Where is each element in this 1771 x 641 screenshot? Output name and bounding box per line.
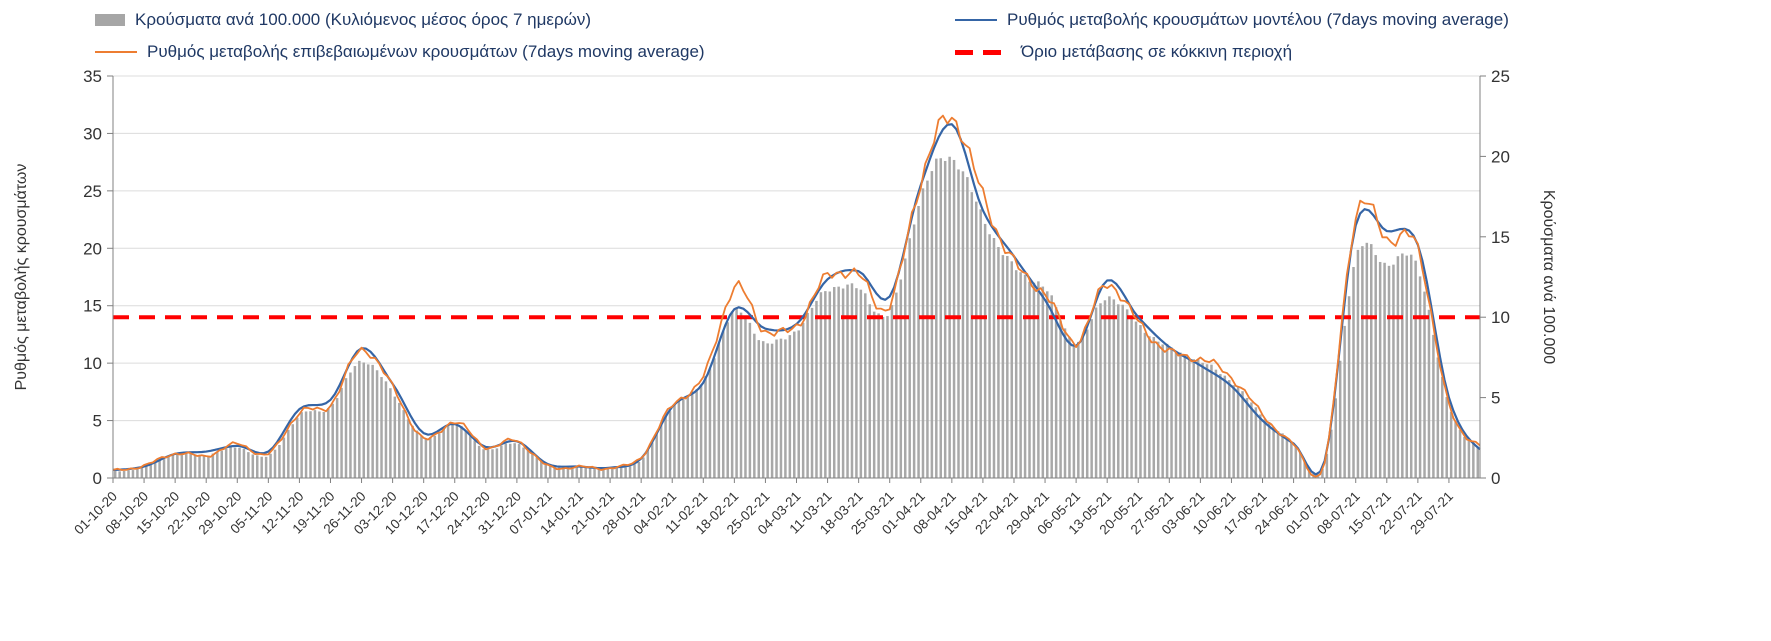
confirmed-rate-line-series — [112, 114, 1481, 478]
red-dashed-swatch-icon — [955, 49, 1011, 55]
svg-text:15: 15 — [1491, 228, 1510, 247]
svg-text:10: 10 — [1491, 308, 1510, 327]
svg-text:25: 25 — [1491, 67, 1510, 86]
svg-text:5: 5 — [93, 412, 102, 431]
svg-text:20: 20 — [83, 239, 102, 258]
svg-text:0: 0 — [1491, 469, 1500, 488]
legend-item-cases-bars: Κρούσματα ανά 100.000 (Κυλιόμενος μέσος … — [95, 10, 591, 30]
svg-text:30: 30 — [83, 124, 102, 143]
gridlines — [113, 75, 1480, 422]
legend-label: Κρούσματα ανά 100.000 (Κυλιόμενος μέσος … — [135, 10, 592, 29]
svg-text:35: 35 — [83, 67, 102, 86]
legend-item-confirmed-rate: Ρυθμός μεταβολής επιβεβαιωμένων κρουσμάτ… — [95, 42, 705, 62]
legend-label: Ρυθμός μεταβολής επιβεβαιωμένων κρουσμάτ… — [147, 42, 705, 61]
legend-item-red-threshold: Όριο μετάβασης σε κόκκινη περιοχή — [955, 42, 1292, 62]
right-axis-title: Κρούσματα ανά 100.000 — [1540, 189, 1557, 365]
blue-line-swatch-icon — [955, 19, 997, 21]
svg-text:5: 5 — [1491, 389, 1500, 408]
svg-text:25: 25 — [83, 182, 102, 201]
axes — [107, 75, 1486, 483]
svg-text:0: 0 — [93, 469, 102, 488]
bar-swatch-icon — [95, 14, 125, 26]
legend-label: Ρυθμός μεταβολής κρουσμάτων μοντέλου (7d… — [1007, 10, 1509, 29]
left-axis-title: Ρυθμός μεταβολής κρουσμάτων — [13, 163, 30, 391]
legend-label: Όριο μετάβασης σε κόκκινη περιοχή — [1021, 42, 1293, 61]
legend-item-model-rate: Ρυθμός μεταβολής κρουσμάτων μοντέλου (7d… — [955, 10, 1509, 30]
orange-line-swatch-icon — [95, 51, 137, 53]
model-rate-line-series — [112, 123, 1481, 476]
svg-text:20: 20 — [1491, 147, 1510, 166]
svg-text:15: 15 — [83, 297, 102, 316]
svg-text:10: 10 — [83, 354, 102, 373]
